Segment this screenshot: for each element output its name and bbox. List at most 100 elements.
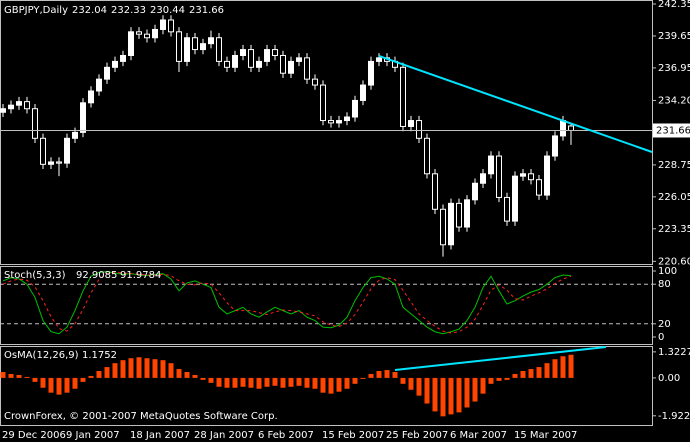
histogram-bar bbox=[464, 377, 470, 408]
candle-body bbox=[136, 31, 142, 35]
candle-body bbox=[504, 196, 510, 222]
histogram-bar bbox=[128, 358, 134, 378]
indicator-title: Stoch(5,3,3) bbox=[4, 270, 66, 281]
x-tick-label: 9 Jan 2007 bbox=[66, 430, 120, 441]
histogram-bar bbox=[240, 377, 246, 387]
candle-body bbox=[40, 137, 46, 165]
histogram-bar bbox=[416, 377, 422, 396]
candle-body bbox=[464, 199, 470, 228]
candle-body bbox=[496, 155, 502, 198]
close-value: 231.66 bbox=[189, 5, 224, 16]
candle-body bbox=[296, 57, 302, 62]
osma-value: 1.1752 bbox=[82, 350, 117, 361]
candle-body bbox=[192, 37, 198, 51]
candle-body bbox=[176, 31, 182, 62]
candle-body bbox=[232, 54, 238, 68]
candle-body bbox=[552, 135, 558, 157]
candle-body bbox=[80, 102, 86, 133]
histogram-bar bbox=[208, 377, 214, 383]
stoch-line bbox=[2, 271, 572, 335]
x-tick-label: 6 Mar 2007 bbox=[450, 430, 507, 441]
histogram-bar bbox=[560, 356, 566, 378]
candle-body bbox=[240, 49, 246, 56]
candle-body bbox=[288, 60, 294, 74]
candle-body bbox=[184, 37, 190, 62]
stoch-line bbox=[2, 271, 572, 334]
candle-body bbox=[128, 31, 134, 56]
candle-body bbox=[544, 155, 550, 196]
histogram-bar bbox=[472, 377, 478, 402]
candle-body bbox=[8, 104, 14, 110]
candle-body bbox=[200, 43, 206, 51]
y-tick-label: 100 bbox=[658, 266, 677, 277]
y-tick-label: 236.95 bbox=[658, 63, 690, 74]
histogram-bar bbox=[536, 367, 542, 378]
y-tick-label: 228.75 bbox=[658, 160, 690, 171]
histogram-bar bbox=[520, 371, 526, 378]
candle-body bbox=[208, 37, 214, 45]
histogram-bar bbox=[104, 367, 110, 378]
histogram-bar bbox=[288, 377, 294, 387]
histogram-bar bbox=[80, 377, 86, 382]
histogram-bar bbox=[192, 374, 198, 378]
histogram-bar bbox=[224, 377, 230, 388]
y-tick-label: 0.00 bbox=[658, 373, 680, 384]
histogram-bar bbox=[168, 363, 174, 378]
candle-body bbox=[480, 173, 486, 184]
candle-body bbox=[408, 120, 414, 127]
candle-body bbox=[272, 49, 278, 56]
histogram-bar bbox=[360, 377, 366, 379]
x-tick-label: 29 Dec 2006 bbox=[2, 430, 66, 441]
osma-header: OsMA(12,26,9) 1.1752 bbox=[4, 350, 117, 361]
candle-body bbox=[456, 202, 462, 228]
histogram-bar bbox=[456, 377, 462, 413]
candle-body bbox=[368, 60, 374, 86]
x-tick-label: 28 Jan 2007 bbox=[194, 430, 254, 441]
histogram-bar bbox=[488, 377, 494, 384]
candle-body bbox=[216, 37, 222, 62]
candle-body bbox=[160, 19, 166, 30]
candle-body bbox=[120, 54, 126, 62]
histogram-bar bbox=[304, 377, 310, 388]
trend-line bbox=[378, 55, 653, 153]
candle-body bbox=[72, 131, 78, 139]
candle-body bbox=[280, 54, 286, 74]
candle-body bbox=[48, 161, 54, 165]
histogram-bar bbox=[232, 377, 238, 388]
candle-body bbox=[24, 101, 30, 110]
candle-body bbox=[328, 120, 334, 124]
main-panel bbox=[0, 0, 653, 265]
histogram-bar bbox=[112, 363, 118, 378]
x-tick-label: 18 Jan 2007 bbox=[130, 430, 190, 441]
indicator-title: OsMA(12,26,9) bbox=[4, 350, 79, 361]
candle-body bbox=[400, 66, 406, 127]
histogram-bar bbox=[384, 370, 390, 378]
open-value: 232.04 bbox=[72, 5, 107, 16]
y-tick-label: 0 bbox=[658, 332, 664, 343]
price-label: 231.66 bbox=[656, 125, 690, 136]
y-tick-label: 1.3227 bbox=[658, 347, 690, 358]
histogram-bar bbox=[328, 377, 334, 394]
histogram-bar bbox=[352, 377, 358, 384]
x-tick-label: 6 Feb 2007 bbox=[258, 430, 314, 441]
candle-body bbox=[360, 84, 366, 101]
histogram-bar bbox=[184, 372, 190, 378]
histogram-bar bbox=[64, 377, 70, 393]
osma-panel bbox=[0, 346, 653, 426]
candle-body bbox=[224, 60, 230, 68]
histogram-bar bbox=[344, 377, 350, 389]
histogram-bar bbox=[256, 377, 262, 389]
candle-body bbox=[440, 208, 446, 246]
histogram-bar bbox=[56, 377, 62, 395]
histogram-bar bbox=[40, 377, 46, 388]
candle-body bbox=[88, 90, 94, 104]
histogram-bar bbox=[152, 359, 158, 378]
candle-body bbox=[336, 120, 342, 124]
candle-body bbox=[312, 78, 318, 86]
trend-line bbox=[394, 346, 607, 371]
histogram-bar bbox=[312, 377, 318, 389]
candle-body bbox=[32, 108, 38, 139]
